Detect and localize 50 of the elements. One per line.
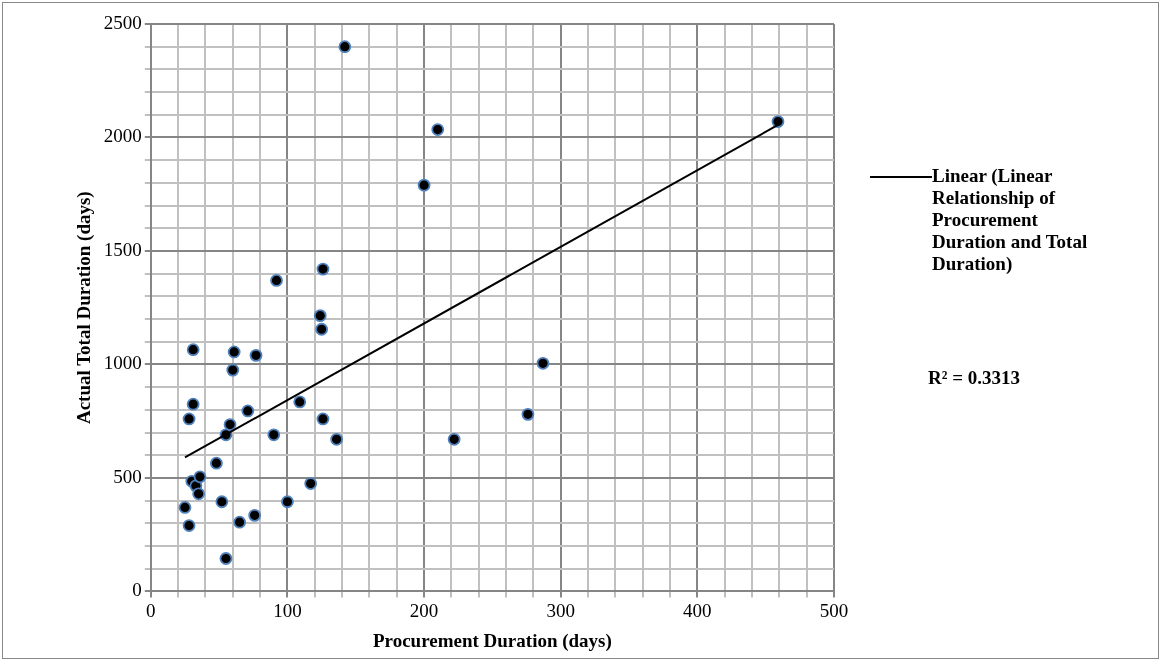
point (226, 363, 240, 377)
point (219, 552, 233, 565)
point (223, 418, 237, 431)
point (417, 178, 431, 192)
point (313, 309, 327, 323)
x-axis-title: Procurement Duration (days) (372, 629, 612, 652)
point (186, 343, 200, 357)
point (771, 115, 785, 128)
point (209, 456, 223, 470)
point (182, 519, 196, 532)
point (193, 470, 207, 484)
point (227, 345, 241, 359)
point (338, 40, 352, 54)
point (293, 395, 307, 409)
y-tick-label: 2500 (103, 11, 142, 33)
point (431, 123, 445, 136)
x-tick-label: 0 (146, 599, 156, 621)
x-tick-label: 400 (683, 599, 712, 621)
point (241, 404, 255, 418)
y-tick-label: 1000 (103, 352, 142, 374)
text: R² = 0.3313 (928, 367, 1020, 389)
point (182, 412, 196, 426)
point (315, 322, 328, 336)
point (186, 397, 200, 411)
point (178, 501, 192, 514)
point (215, 495, 229, 509)
point (192, 487, 206, 501)
y-axis-title: Actual Total Duration (days) (73, 191, 96, 425)
point (316, 412, 330, 426)
y-tick-label: 500 (113, 465, 142, 487)
point (267, 428, 281, 442)
point (304, 477, 318, 490)
y-tick-label: 2000 (103, 125, 142, 147)
point (270, 274, 283, 287)
y-tick-label: 1500 (103, 238, 142, 260)
point (536, 356, 550, 370)
point (447, 432, 461, 446)
x-tick-label: 300 (546, 599, 575, 621)
point (330, 432, 344, 446)
x-tick-label: 100 (273, 599, 302, 621)
legend-label: Linear (Linear Relationship of Procurement Duration and Total Duration) (932, 165, 1089, 275)
point (281, 495, 294, 509)
point (248, 508, 262, 522)
y-tick-label: 0 (132, 579, 142, 601)
x-tick-label: 500 (819, 599, 849, 621)
point (521, 407, 535, 421)
point (316, 262, 330, 276)
x-tick-label: 200 (409, 599, 439, 621)
point (233, 515, 247, 529)
point (249, 348, 263, 362)
